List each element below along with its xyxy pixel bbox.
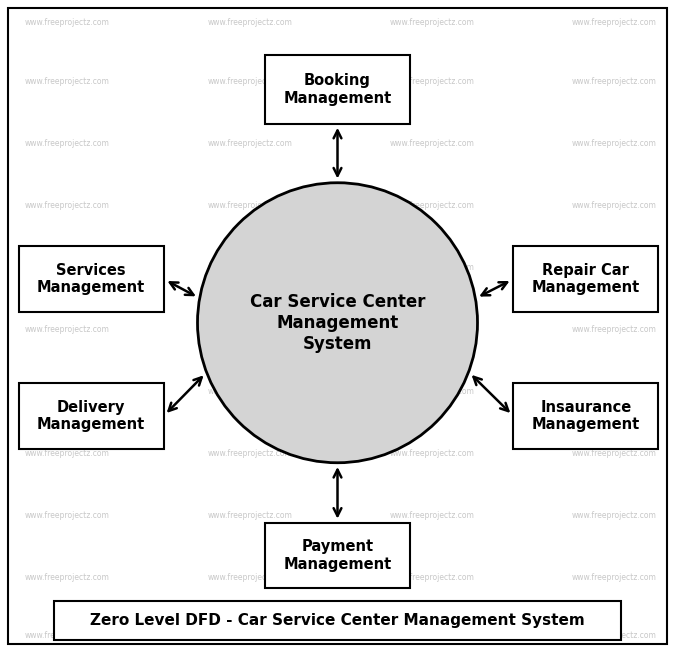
Text: www.freeprojectz.com: www.freeprojectz.com xyxy=(389,511,475,520)
Text: www.freeprojectz.com: www.freeprojectz.com xyxy=(389,387,475,396)
Text: Zero Level DFD - Car Service Center Management System: Zero Level DFD - Car Service Center Mana… xyxy=(90,613,585,629)
Text: www.freeprojectz.com: www.freeprojectz.com xyxy=(389,139,475,148)
Text: www.freeprojectz.com: www.freeprojectz.com xyxy=(25,511,110,520)
Text: www.freeprojectz.com: www.freeprojectz.com xyxy=(207,18,292,27)
Text: www.freeprojectz.com: www.freeprojectz.com xyxy=(25,572,110,582)
Text: www.freeprojectz.com: www.freeprojectz.com xyxy=(25,77,110,86)
Text: Repair Car
Management: Repair Car Management xyxy=(532,263,640,295)
Text: www.freeprojectz.com: www.freeprojectz.com xyxy=(25,263,110,272)
Text: Payment
Management: Payment Management xyxy=(284,539,392,572)
Text: www.freeprojectz.com: www.freeprojectz.com xyxy=(207,631,292,640)
FancyArrowPatch shape xyxy=(333,130,342,176)
Text: www.freeprojectz.com: www.freeprojectz.com xyxy=(572,631,657,640)
Text: Insaurance
Management: Insaurance Management xyxy=(532,400,640,432)
Ellipse shape xyxy=(198,183,477,463)
Text: Services
Management: Services Management xyxy=(37,263,145,295)
FancyArrowPatch shape xyxy=(170,282,194,295)
Bar xyxy=(265,523,410,588)
Text: www.freeprojectz.com: www.freeprojectz.com xyxy=(389,18,475,27)
Text: www.freeprojectz.com: www.freeprojectz.com xyxy=(207,387,292,396)
Text: www.freeprojectz.com: www.freeprojectz.com xyxy=(25,631,110,640)
FancyArrowPatch shape xyxy=(169,378,202,411)
Bar xyxy=(54,601,621,640)
Text: www.freeprojectz.com: www.freeprojectz.com xyxy=(207,449,292,458)
Text: www.freeprojectz.com: www.freeprojectz.com xyxy=(389,631,475,640)
Text: www.freeprojectz.com: www.freeprojectz.com xyxy=(25,325,110,334)
Text: www.freeprojectz.com: www.freeprojectz.com xyxy=(389,325,475,334)
FancyArrowPatch shape xyxy=(481,282,507,295)
Bar xyxy=(513,246,658,312)
Text: www.freeprojectz.com: www.freeprojectz.com xyxy=(572,325,657,334)
Text: www.freeprojectz.com: www.freeprojectz.com xyxy=(389,449,475,458)
Text: www.freeprojectz.com: www.freeprojectz.com xyxy=(572,18,657,27)
Text: www.freeprojectz.com: www.freeprojectz.com xyxy=(572,449,657,458)
Text: www.freeprojectz.com: www.freeprojectz.com xyxy=(572,201,657,210)
Text: www.freeprojectz.com: www.freeprojectz.com xyxy=(572,387,657,396)
Text: www.freeprojectz.com: www.freeprojectz.com xyxy=(25,449,110,458)
FancyArrowPatch shape xyxy=(333,469,342,516)
Text: www.freeprojectz.com: www.freeprojectz.com xyxy=(207,325,292,334)
Text: Booking
Management: Booking Management xyxy=(284,73,392,106)
Text: www.freeprojectz.com: www.freeprojectz.com xyxy=(572,77,657,86)
Text: www.freeprojectz.com: www.freeprojectz.com xyxy=(25,201,110,210)
Bar xyxy=(513,383,658,449)
Text: www.freeprojectz.com: www.freeprojectz.com xyxy=(572,511,657,520)
Text: www.freeprojectz.com: www.freeprojectz.com xyxy=(572,572,657,582)
Bar xyxy=(19,246,163,312)
Text: www.freeprojectz.com: www.freeprojectz.com xyxy=(572,263,657,272)
Text: www.freeprojectz.com: www.freeprojectz.com xyxy=(207,77,292,86)
Text: www.freeprojectz.com: www.freeprojectz.com xyxy=(389,263,475,272)
Text: www.freeprojectz.com: www.freeprojectz.com xyxy=(25,18,110,27)
Bar xyxy=(265,55,410,123)
Text: Car Service Center
Management
System: Car Service Center Management System xyxy=(250,293,425,353)
Text: www.freeprojectz.com: www.freeprojectz.com xyxy=(572,139,657,148)
FancyArrowPatch shape xyxy=(474,377,508,411)
Text: www.freeprojectz.com: www.freeprojectz.com xyxy=(389,572,475,582)
Text: Delivery
Management: Delivery Management xyxy=(37,400,145,432)
Bar xyxy=(19,383,163,449)
Text: www.freeprojectz.com: www.freeprojectz.com xyxy=(207,201,292,210)
Text: www.freeprojectz.com: www.freeprojectz.com xyxy=(207,139,292,148)
Text: www.freeprojectz.com: www.freeprojectz.com xyxy=(25,387,110,396)
Text: www.freeprojectz.com: www.freeprojectz.com xyxy=(25,139,110,148)
Text: www.freeprojectz.com: www.freeprojectz.com xyxy=(389,201,475,210)
Text: www.freeprojectz.com: www.freeprojectz.com xyxy=(207,572,292,582)
Text: www.freeprojectz.com: www.freeprojectz.com xyxy=(207,511,292,520)
Text: www.freeprojectz.com: www.freeprojectz.com xyxy=(207,263,292,272)
Text: www.freeprojectz.com: www.freeprojectz.com xyxy=(389,77,475,86)
